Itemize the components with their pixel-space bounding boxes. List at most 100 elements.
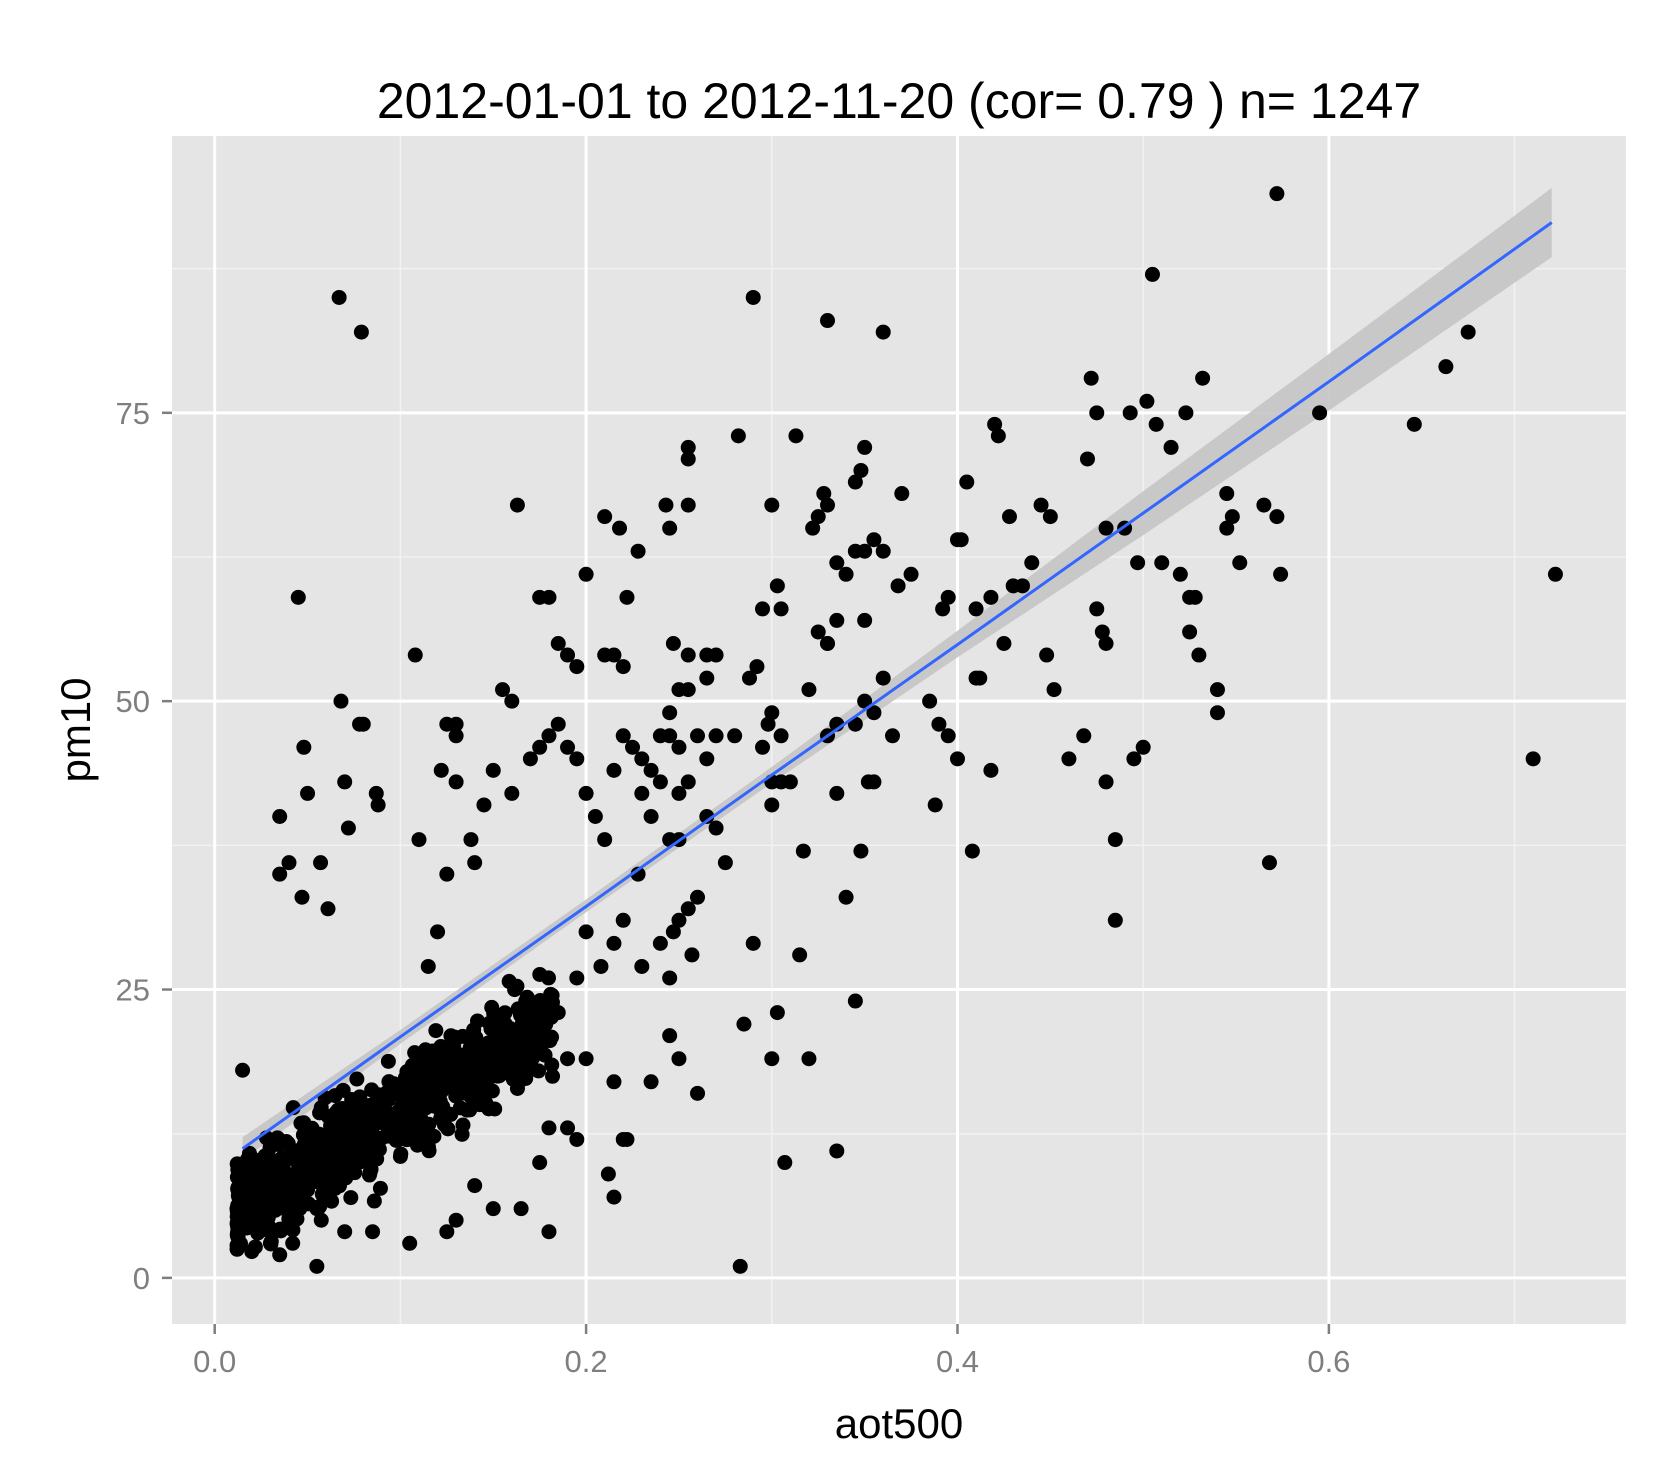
data-point [665,924,681,940]
x-tick-label: 0.2 [565,1344,608,1379]
data-point [931,716,947,732]
data-point [1438,359,1454,375]
data-point [1187,589,1203,605]
data-point [532,1155,548,1171]
data-point [386,1076,402,1092]
data-point [773,601,789,617]
data-point [364,1082,380,1098]
data-point [643,1074,659,1090]
data-point [431,1101,447,1117]
data-point [560,1120,576,1136]
data-point [507,1028,523,1044]
data-point [492,1040,508,1056]
data-point [272,866,288,882]
data-point [413,1052,429,1068]
data-point [662,1028,678,1044]
data-point [447,1029,463,1045]
data-point [467,1178,483,1194]
data-point [671,785,687,801]
data-point [1232,555,1248,571]
data-point [531,995,547,1011]
data-point [541,1120,557,1136]
data-point [680,647,696,663]
data-point [625,739,641,755]
data-point [272,809,288,825]
data-point [782,774,798,790]
data-point [1195,370,1211,386]
data-point [671,682,687,698]
data-point [847,474,863,490]
data-point [439,866,455,882]
data-point [810,624,826,640]
data-point [352,1096,368,1112]
data-point [1061,751,1077,767]
data-point [671,1051,687,1067]
data-point [313,1212,329,1228]
data-point [229,1225,245,1241]
data-point [337,1224,353,1240]
data-point [1269,186,1285,202]
data-point [281,1211,297,1227]
data-point [875,543,891,559]
data-point [509,1081,525,1097]
data-point [560,739,576,755]
data-point [764,1051,780,1067]
data-point [421,1116,437,1132]
data-point [569,970,585,986]
data-point [816,486,832,502]
data-point [903,566,919,582]
data-point [853,462,869,478]
x-tick-label: 0.6 [1307,1344,1350,1379]
data-point [875,670,891,686]
data-point [414,1066,430,1082]
data-point [875,324,891,340]
data-point [764,705,780,721]
data-point [341,1115,357,1131]
data-point [263,1236,279,1252]
data-point [1122,405,1138,421]
data-point [615,728,631,744]
data-point [1261,855,1277,871]
data-point [257,1222,273,1238]
data-point [313,855,329,871]
data-point [680,774,696,790]
data-point [587,809,603,825]
data-point [337,774,353,790]
x-tick-label: 0.0 [193,1344,236,1379]
data-point [1126,751,1142,767]
data-point [658,497,674,513]
data-point [532,739,548,755]
data-point [407,647,423,663]
data-point [829,555,845,571]
data-point [619,1131,635,1147]
data-point [630,543,646,559]
data-point [1089,601,1105,617]
data-point [847,993,863,1009]
data-point [1460,324,1476,340]
data-point [458,1080,474,1096]
data-point [680,451,696,467]
data-point [448,1088,464,1104]
data-point [755,739,771,755]
y-axis-ticks: 0 25 50 75 [116,396,172,1296]
data-point [619,589,635,605]
data-point [801,1051,817,1067]
data-point [922,693,938,709]
data-point [448,1212,464,1228]
data-point [829,1143,845,1159]
data-point [1042,509,1058,525]
y-axis-title: pm10 [52,677,99,782]
data-point [968,670,984,686]
data-point [708,820,724,836]
data-point [662,520,678,536]
data-point [569,659,585,675]
data-point [857,543,873,559]
data-point [525,1015,541,1031]
data-point [541,728,557,744]
data-point [643,762,659,778]
data-point [273,1223,289,1239]
data-point [402,1235,418,1251]
data-point [1182,624,1198,640]
data-point [295,1181,311,1197]
